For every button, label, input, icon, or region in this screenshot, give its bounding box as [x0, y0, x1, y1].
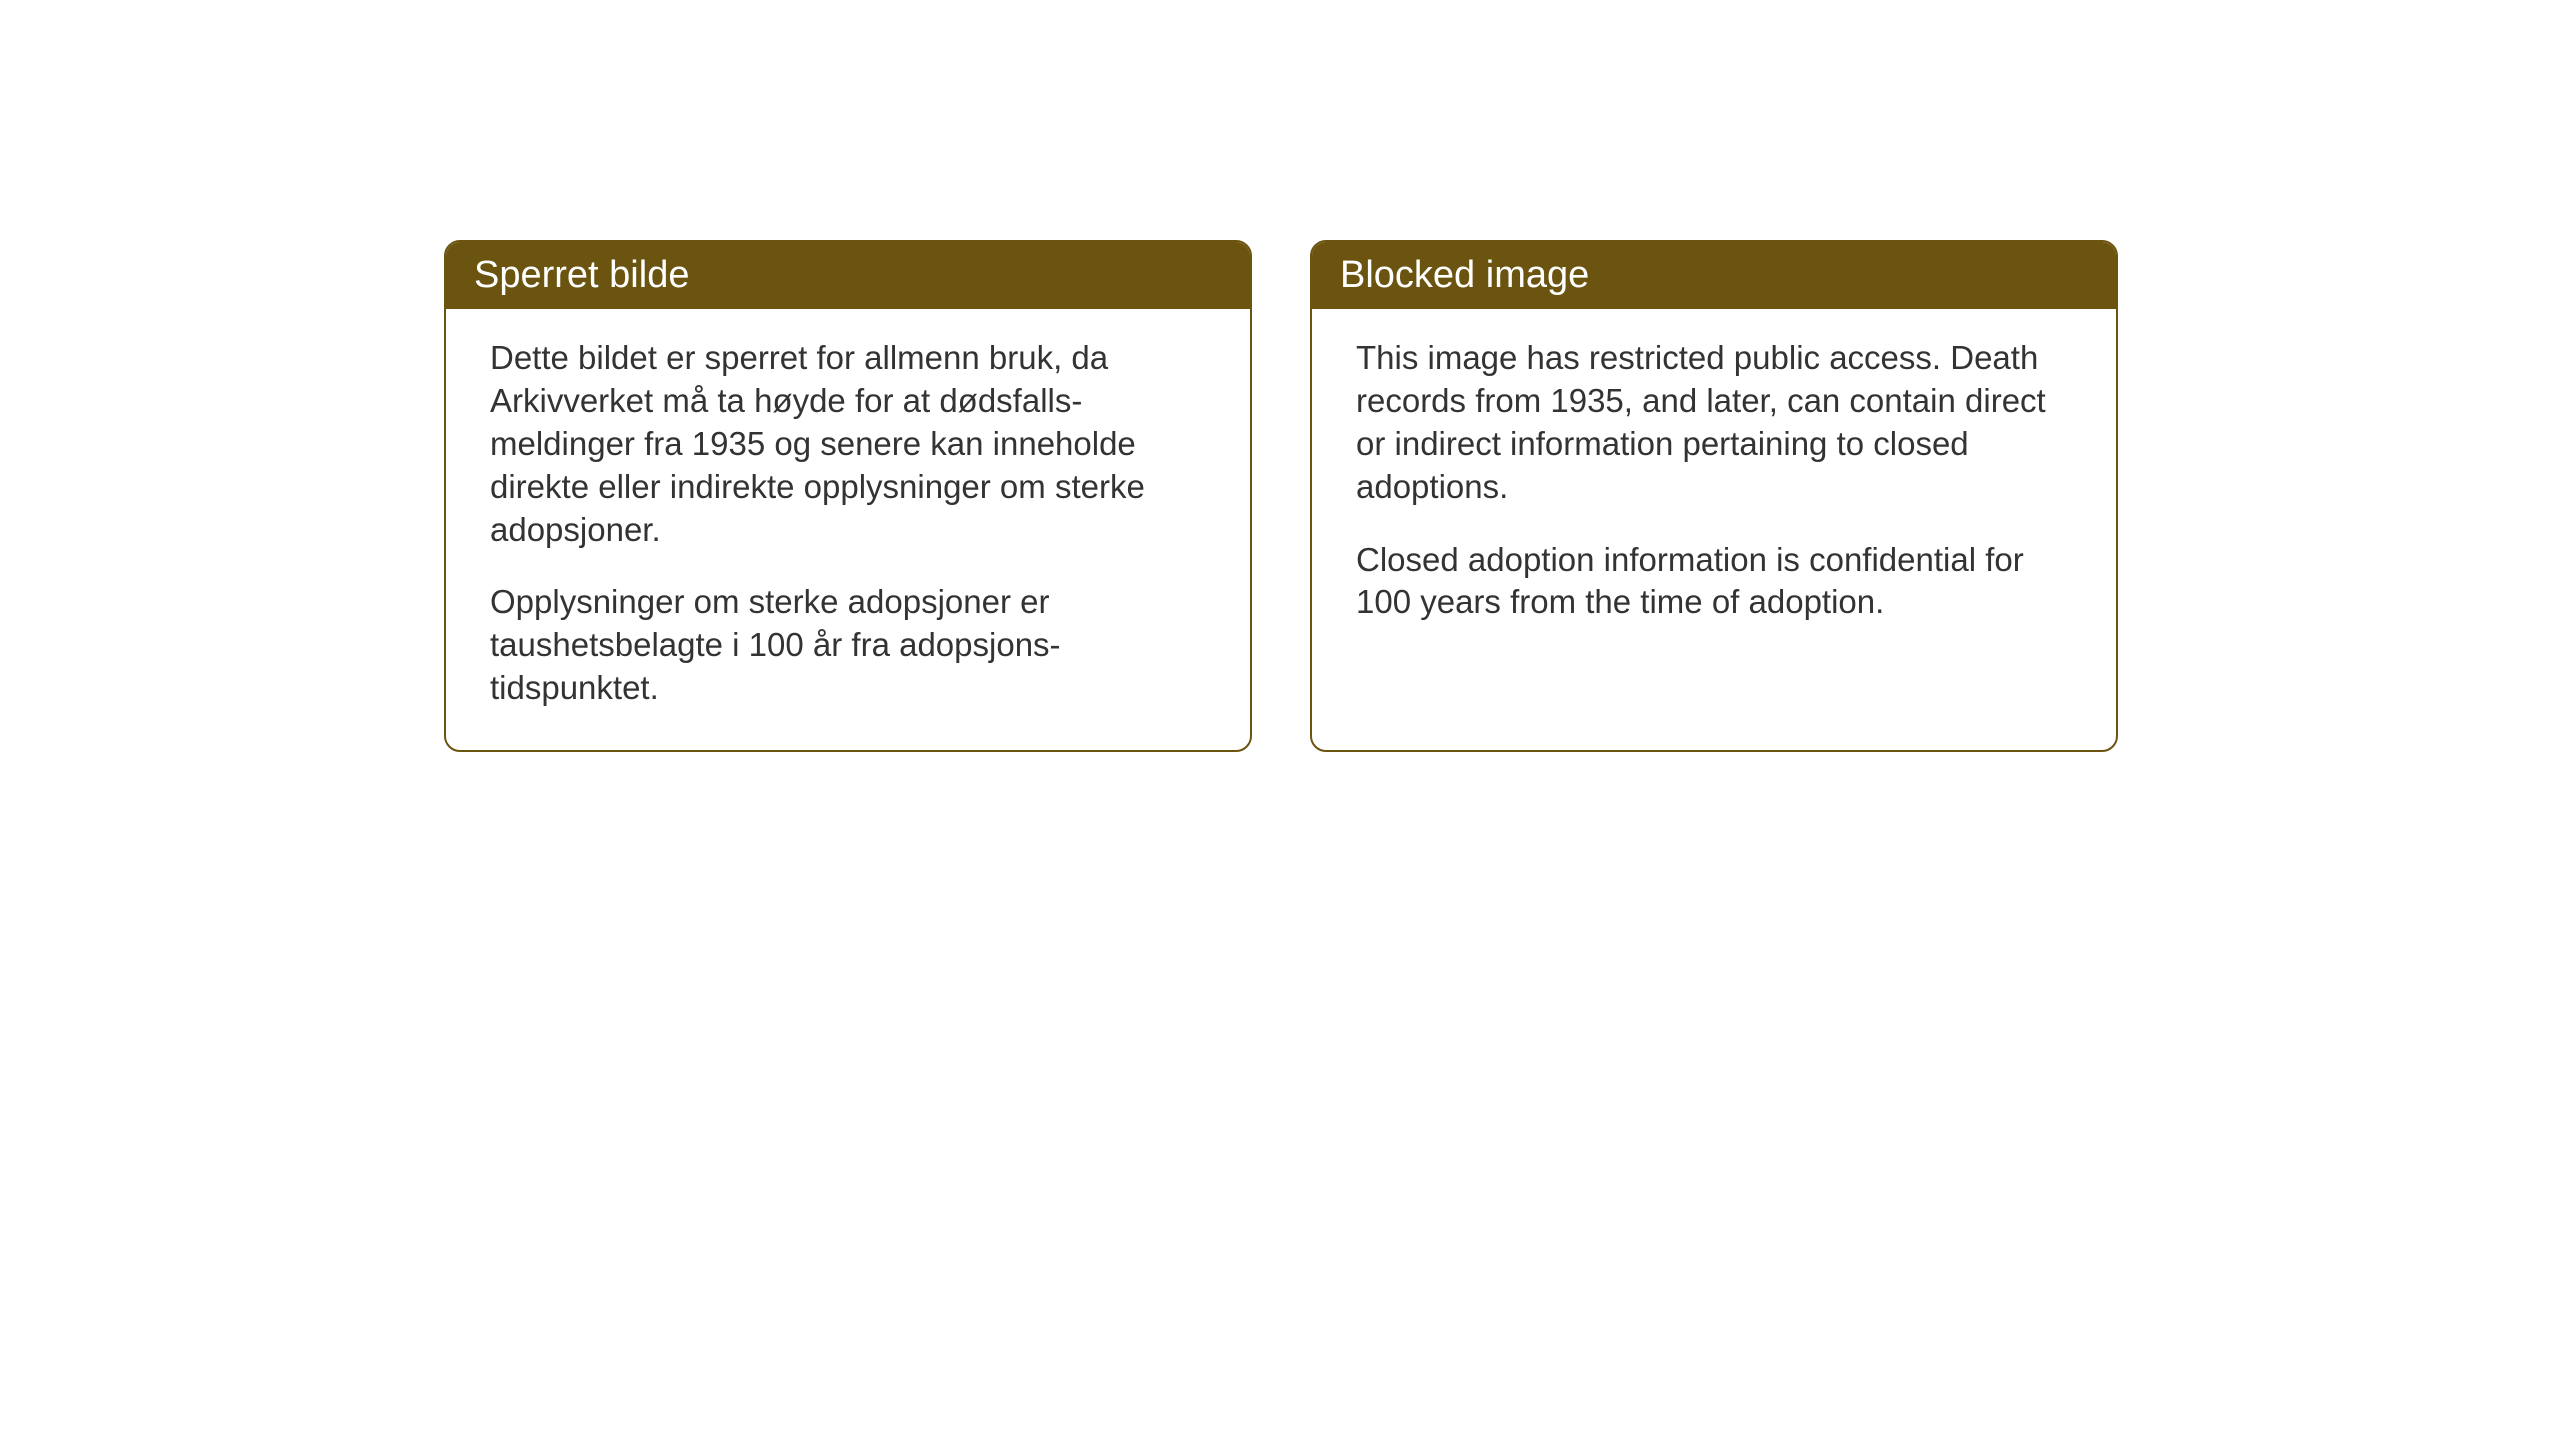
card-paragraph: Closed adoption information is confident…: [1356, 539, 2072, 625]
card-title: Blocked image: [1340, 254, 1589, 296]
card-paragraph: This image has restricted public access.…: [1356, 337, 2072, 509]
notice-card-norwegian: Sperret bilde Dette bildet er sperret fo…: [444, 240, 1252, 752]
notice-container: Sperret bilde Dette bildet er sperret fo…: [444, 240, 2118, 752]
card-body-norwegian: Dette bildet er sperret for allmenn bruk…: [446, 309, 1250, 750]
card-title: Sperret bilde: [474, 254, 689, 296]
notice-card-english: Blocked image This image has restricted …: [1310, 240, 2118, 752]
card-paragraph: Opplysninger om sterke adopsjoner er tau…: [490, 581, 1206, 710]
card-header-english: Blocked image: [1312, 242, 2116, 309]
card-body-english: This image has restricted public access.…: [1312, 309, 2116, 664]
card-header-norwegian: Sperret bilde: [446, 242, 1250, 309]
card-paragraph: Dette bildet er sperret for allmenn bruk…: [490, 337, 1206, 551]
